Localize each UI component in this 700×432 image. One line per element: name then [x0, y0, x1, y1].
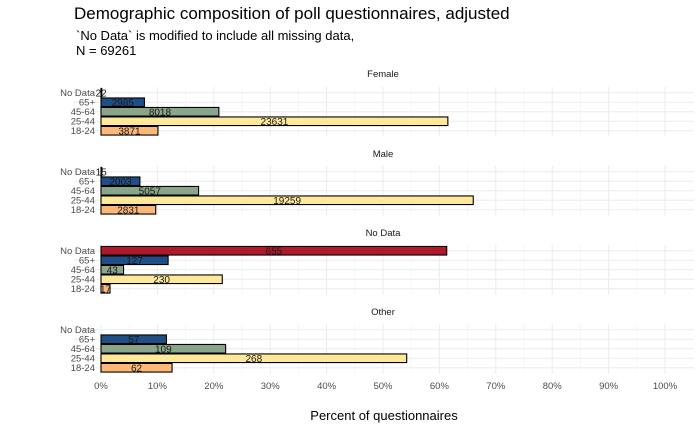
- bar: [100, 255, 169, 266]
- data-label: 17: [100, 284, 112, 295]
- bar: [100, 106, 220, 117]
- bar: [100, 362, 173, 373]
- category-label: 18-24: [71, 284, 95, 295]
- x-axis: 0% 10% 20% 30% 40% 50% 60% 70% 80% 90% 100%: [94, 381, 678, 392]
- x-tick-label: 50%: [373, 381, 393, 392]
- bar: [100, 195, 474, 206]
- data-label: 2985: [112, 98, 135, 109]
- panel-strip-label: Female: [367, 69, 399, 80]
- bar: [100, 274, 223, 285]
- panel-strip-label: No Data: [366, 228, 402, 239]
- data-label: 15: [96, 167, 108, 178]
- bar: [100, 116, 449, 127]
- data-label: 5057: [139, 186, 162, 197]
- category-label: No Data: [60, 88, 96, 99]
- data-label: 19259: [273, 196, 301, 207]
- bar: [100, 264, 125, 275]
- chart-subtitle-line-2: N = 69261: [76, 43, 136, 58]
- bar: [100, 166, 103, 177]
- x-tick-label: 100%: [653, 381, 678, 392]
- bar: [100, 343, 227, 354]
- x-tick-label: 0%: [94, 381, 108, 392]
- category-label: No Data: [60, 167, 96, 178]
- x-tick-label: 30%: [261, 381, 281, 392]
- data-label: 8018: [149, 107, 172, 118]
- bar: [100, 125, 159, 136]
- bar: [100, 185, 200, 196]
- data-label: 655: [266, 246, 283, 257]
- bar: [100, 97, 145, 108]
- category-label: 18-24: [71, 363, 95, 374]
- category-label: 25-44: [71, 196, 95, 207]
- bar: [100, 245, 448, 256]
- category-label: 45-64: [71, 344, 95, 355]
- data-label: 268: [246, 354, 263, 365]
- category-label: 45-64: [71, 186, 95, 197]
- bar: [100, 353, 408, 364]
- x-axis-label: Percent of questionnaires: [310, 408, 458, 423]
- bar: [100, 283, 111, 294]
- bar: [100, 87, 103, 98]
- category-label: 18-24: [71, 126, 95, 137]
- data-label: 109: [155, 344, 172, 355]
- category-label: 45-64: [71, 265, 95, 276]
- category-label: 25-44: [71, 354, 95, 365]
- category-label: 65+: [79, 98, 96, 109]
- x-tick-label: 80%: [543, 381, 563, 392]
- category-label: 18-24: [71, 205, 95, 216]
- category-label: 25-44: [71, 275, 95, 286]
- category-label: No Data: [60, 325, 96, 336]
- x-tick-label: 40%: [317, 381, 337, 392]
- bar: [100, 176, 141, 187]
- data-label: 57: [128, 335, 140, 346]
- data-label: 2831: [117, 205, 140, 216]
- data-label: 230: [153, 275, 170, 286]
- category-label: 65+: [79, 335, 96, 346]
- panel-strip-label: Other: [371, 307, 395, 318]
- category-label: 65+: [79, 177, 96, 188]
- category-label: 45-64: [71, 107, 95, 118]
- data-label: 3871: [118, 126, 141, 137]
- data-label: 22: [96, 88, 108, 99]
- x-tick-label: 90%: [599, 381, 619, 392]
- data-label: 2003: [109, 177, 132, 188]
- panel-strip-label: Male: [373, 149, 394, 160]
- bar: [100, 204, 157, 215]
- data-label: 23631: [261, 117, 289, 128]
- bar: [100, 334, 167, 345]
- x-tick-label: 70%: [486, 381, 506, 392]
- data-label: 43: [107, 265, 119, 276]
- x-tick-label: 10%: [148, 381, 168, 392]
- data-label: 127: [126, 256, 143, 267]
- category-label: 25-44: [71, 117, 95, 128]
- data-label: 62: [131, 363, 143, 374]
- chart-title: Demographic composition of poll question…: [74, 4, 510, 23]
- x-tick-label: 20%: [204, 381, 224, 392]
- x-tick-label: 60%: [430, 381, 450, 392]
- category-label: 65+: [79, 256, 96, 267]
- chart-subtitle-line-1: `No Data` is modified to include all mis…: [76, 28, 354, 43]
- category-label: No Data: [60, 246, 96, 257]
